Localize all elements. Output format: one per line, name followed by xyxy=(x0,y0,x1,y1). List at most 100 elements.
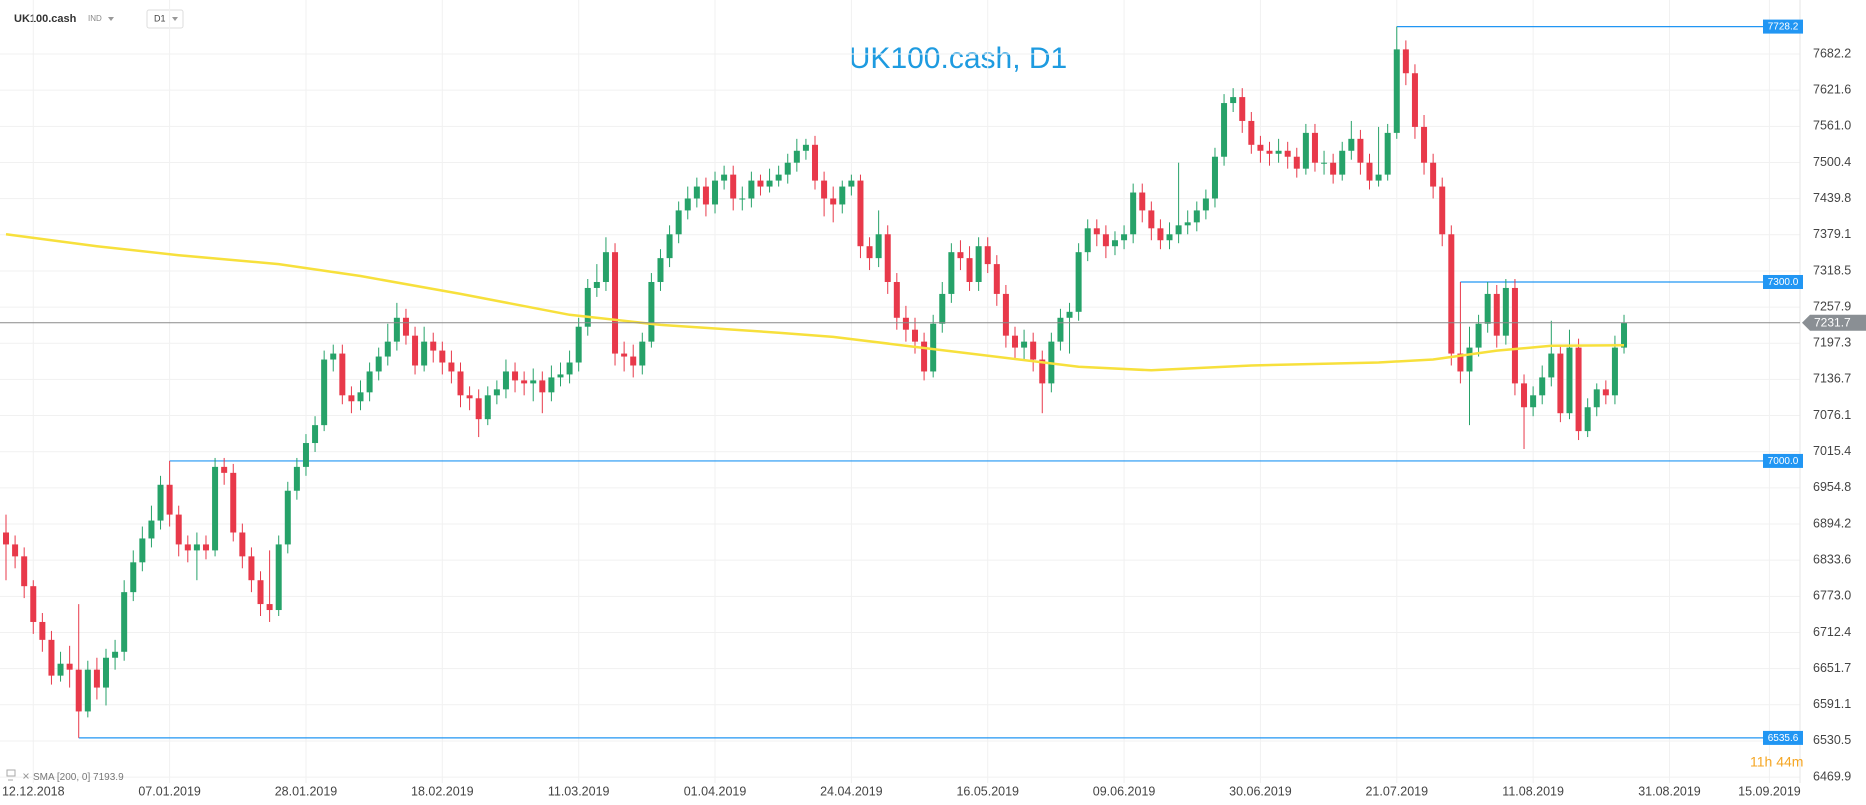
candle-body xyxy=(1502,287,1509,336)
candle-body xyxy=(1402,49,1409,74)
x-tick-label: 12.12.2018 xyxy=(2,784,65,798)
timeframe-box[interactable] xyxy=(146,9,184,29)
timeframe[interactable]: D1 xyxy=(154,13,166,23)
candle-body xyxy=(875,234,882,259)
candle-body xyxy=(1102,234,1109,247)
candle-body xyxy=(221,466,228,473)
candle-body xyxy=(1421,126,1428,163)
candle-body xyxy=(948,252,955,294)
indicator-close[interactable]: ✕ xyxy=(22,772,30,783)
candle-body xyxy=(1275,150,1282,154)
candle-body xyxy=(30,586,37,622)
candle-body xyxy=(566,362,573,375)
candle-body xyxy=(275,544,282,611)
candle-body xyxy=(493,389,500,396)
candle-body xyxy=(266,604,273,611)
candle-body xyxy=(1193,210,1200,223)
y-tick-label: 6954.8 xyxy=(1813,480,1851,494)
candle-body xyxy=(748,180,755,199)
dropdown-arrow[interactable] xyxy=(108,17,114,21)
candle-body xyxy=(175,514,182,545)
candle-body xyxy=(402,317,409,336)
candle-body xyxy=(1021,341,1028,348)
candle-body xyxy=(166,484,173,515)
candle-body xyxy=(1457,353,1464,372)
candle-body xyxy=(384,341,391,357)
dropdown-arrow[interactable] xyxy=(172,17,178,21)
y-tick-label: 6833.6 xyxy=(1813,552,1851,566)
candle-body xyxy=(348,395,355,402)
y-tick-label: 7439.8 xyxy=(1813,191,1851,205)
candle-body xyxy=(1475,323,1482,348)
candle-body xyxy=(321,359,328,426)
candle-body xyxy=(1039,359,1046,384)
candle-body xyxy=(802,144,809,151)
candle-body xyxy=(1166,234,1173,241)
candle-body xyxy=(248,556,255,581)
candle-body xyxy=(921,341,928,372)
candle-body xyxy=(1175,225,1182,235)
market[interactable]: IND xyxy=(88,14,102,23)
candle-body xyxy=(502,371,509,390)
x-tick-label: 18.02.2019 xyxy=(411,784,474,798)
candle-body xyxy=(66,663,73,670)
candle-body xyxy=(257,580,264,605)
candle-body xyxy=(457,371,464,396)
candle-body xyxy=(1075,252,1082,312)
candle-body xyxy=(1448,234,1455,354)
candle-body xyxy=(648,281,655,342)
candle-body xyxy=(702,186,709,205)
legend-icon[interactable] xyxy=(6,769,16,777)
candle-body xyxy=(1130,192,1137,235)
candle-body xyxy=(448,362,455,372)
candle-body xyxy=(1348,138,1355,151)
candle-body xyxy=(902,317,909,330)
candle-body xyxy=(839,186,846,205)
candle-body xyxy=(75,669,82,712)
candle-body xyxy=(1439,186,1446,235)
candle-body xyxy=(12,544,19,557)
candle-body xyxy=(193,544,200,551)
candle-body xyxy=(112,651,119,658)
y-tick-label: 7500.4 xyxy=(1813,155,1851,169)
candle-body xyxy=(1493,293,1500,336)
level-label: 7728.2 xyxy=(1768,22,1799,33)
candle-body xyxy=(184,544,191,551)
candle-body xyxy=(521,380,528,384)
candle-body xyxy=(230,472,237,533)
candle-body xyxy=(102,657,109,688)
candle-body xyxy=(1257,144,1264,151)
indicator-value: 7193.9 xyxy=(93,772,124,783)
candle-body xyxy=(1557,353,1564,414)
candle-body xyxy=(1221,103,1228,157)
x-tick-label: 31.08.2019 xyxy=(1638,784,1701,798)
candle-body xyxy=(84,669,91,712)
symbol[interactable]: UK100.cash xyxy=(14,13,77,25)
y-tick-label: 6773.0 xyxy=(1813,589,1851,603)
y-tick-label: 7015.4 xyxy=(1813,444,1851,458)
candle-body xyxy=(584,287,591,327)
y-tick-label: 6894.2 xyxy=(1813,516,1851,530)
candle-body xyxy=(821,180,828,199)
candle-body xyxy=(1084,228,1091,253)
candle-body xyxy=(912,329,918,342)
candle-body xyxy=(1548,353,1555,378)
sma-line xyxy=(5,233,1625,372)
candle-body xyxy=(475,398,482,420)
candle-body xyxy=(1266,150,1273,154)
candle-body xyxy=(1611,347,1618,396)
candle-body xyxy=(712,180,719,205)
x-tick-label: 28.01.2019 xyxy=(275,784,338,798)
candle-body xyxy=(512,371,519,381)
candle-body xyxy=(1530,395,1537,408)
candle-body xyxy=(602,252,609,282)
candle-body xyxy=(1375,174,1382,181)
candle-body xyxy=(857,180,864,247)
candle-body xyxy=(1566,347,1573,414)
candle-body xyxy=(466,395,473,399)
candle-body xyxy=(312,425,319,444)
candle-body xyxy=(1311,132,1318,163)
candle-body xyxy=(784,162,791,175)
candle-body xyxy=(612,252,619,354)
